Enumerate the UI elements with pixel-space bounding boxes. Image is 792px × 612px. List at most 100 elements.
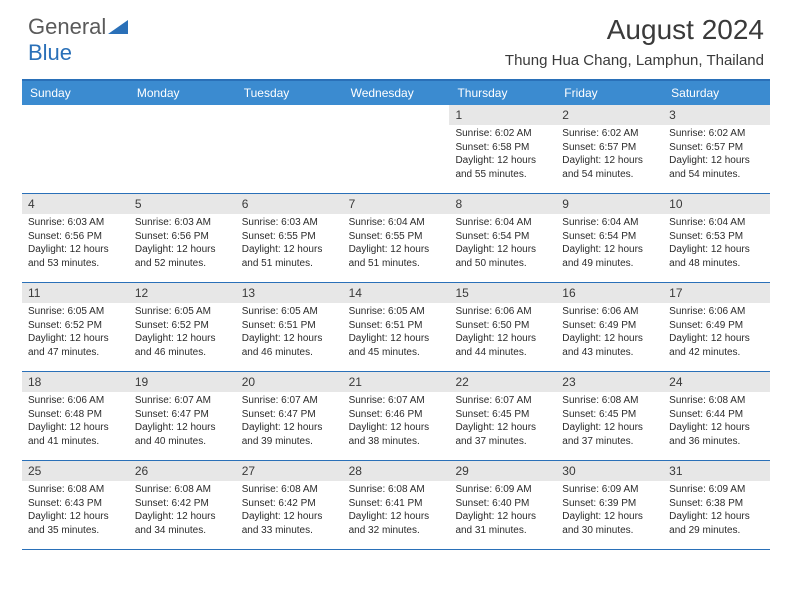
detail-line: Sunset: 6:47 PM [242,408,337,422]
logo-text-1: General [28,14,106,40]
day-cell: 29Sunrise: 6:09 AMSunset: 6:40 PMDayligh… [449,461,556,549]
day-cell: 12Sunrise: 6:05 AMSunset: 6:52 PMDayligh… [129,283,236,371]
day-details: Sunrise: 6:05 AMSunset: 6:51 PMDaylight:… [343,305,450,363]
detail-line: Daylight: 12 hours and 44 minutes. [455,332,550,359]
day-number: 15 [449,283,556,303]
day-number: 8 [449,194,556,214]
detail-line: Daylight: 12 hours and 39 minutes. [242,421,337,448]
day-cell: 28Sunrise: 6:08 AMSunset: 6:41 PMDayligh… [343,461,450,549]
detail-line: Daylight: 12 hours and 47 minutes. [28,332,123,359]
day-cell: 20Sunrise: 6:07 AMSunset: 6:47 PMDayligh… [236,372,343,460]
day-cell: 26Sunrise: 6:08 AMSunset: 6:42 PMDayligh… [129,461,236,549]
day-number: 9 [556,194,663,214]
calendar: Sunday Monday Tuesday Wednesday Thursday… [22,79,770,550]
day-cell: 5Sunrise: 6:03 AMSunset: 6:56 PMDaylight… [129,194,236,282]
detail-line: Daylight: 12 hours and 54 minutes. [562,154,657,181]
detail-line: Daylight: 12 hours and 52 minutes. [135,243,230,270]
detail-line: Sunset: 6:51 PM [242,319,337,333]
day-number: 10 [663,194,770,214]
weeks-container: 1Sunrise: 6:02 AMSunset: 6:58 PMDaylight… [22,105,770,550]
day-cell: 1Sunrise: 6:02 AMSunset: 6:58 PMDaylight… [449,105,556,193]
day-header: Sunday [22,81,129,105]
day-number: 5 [129,194,236,214]
detail-line: Sunset: 6:57 PM [562,141,657,155]
detail-line: Sunset: 6:55 PM [242,230,337,244]
day-cell: 15Sunrise: 6:06 AMSunset: 6:50 PMDayligh… [449,283,556,371]
day-number: 12 [129,283,236,303]
detail-line: Sunrise: 6:04 AM [349,216,444,230]
week-row: 25Sunrise: 6:08 AMSunset: 6:43 PMDayligh… [22,461,770,550]
detail-line: Sunrise: 6:07 AM [135,394,230,408]
day-cell: 7Sunrise: 6:04 AMSunset: 6:55 PMDaylight… [343,194,450,282]
location-text: Thung Hua Chang, Lamphun, Thailand [505,52,764,69]
day-details: Sunrise: 6:05 AMSunset: 6:52 PMDaylight:… [22,305,129,363]
day-details: Sunrise: 6:03 AMSunset: 6:56 PMDaylight:… [22,216,129,274]
detail-line: Sunset: 6:57 PM [669,141,764,155]
day-header: Friday [556,81,663,105]
detail-line: Sunrise: 6:03 AM [242,216,337,230]
day-details: Sunrise: 6:06 AMSunset: 6:49 PMDaylight:… [663,305,770,363]
detail-line: Sunset: 6:52 PM [28,319,123,333]
day-details: Sunrise: 6:02 AMSunset: 6:58 PMDaylight:… [449,127,556,185]
detail-line: Daylight: 12 hours and 30 minutes. [562,510,657,537]
day-header-row: Sunday Monday Tuesday Wednesday Thursday… [22,81,770,105]
detail-line: Sunrise: 6:06 AM [669,305,764,319]
day-details: Sunrise: 6:02 AMSunset: 6:57 PMDaylight:… [663,127,770,185]
detail-line: Daylight: 12 hours and 37 minutes. [455,421,550,448]
day-number: 11 [22,283,129,303]
detail-line: Daylight: 12 hours and 29 minutes. [669,510,764,537]
day-number: 1 [449,105,556,125]
detail-line: Sunrise: 6:03 AM [135,216,230,230]
detail-line: Daylight: 12 hours and 42 minutes. [669,332,764,359]
detail-line: Sunrise: 6:06 AM [28,394,123,408]
detail-line: Sunrise: 6:05 AM [28,305,123,319]
detail-line: Sunset: 6:40 PM [455,497,550,511]
day-details: Sunrise: 6:07 AMSunset: 6:47 PMDaylight:… [236,394,343,452]
detail-line: Sunrise: 6:05 AM [242,305,337,319]
day-cell: 9Sunrise: 6:04 AMSunset: 6:54 PMDaylight… [556,194,663,282]
day-details: Sunrise: 6:03 AMSunset: 6:56 PMDaylight:… [129,216,236,274]
day-details: Sunrise: 6:06 AMSunset: 6:50 PMDaylight:… [449,305,556,363]
detail-line: Sunset: 6:46 PM [349,408,444,422]
day-number: 22 [449,372,556,392]
detail-line: Sunset: 6:44 PM [669,408,764,422]
day-cell [129,105,236,193]
day-number: 17 [663,283,770,303]
detail-line: Sunset: 6:51 PM [349,319,444,333]
detail-line: Daylight: 12 hours and 43 minutes. [562,332,657,359]
detail-line: Sunrise: 6:08 AM [562,394,657,408]
detail-line: Sunrise: 6:05 AM [349,305,444,319]
day-details: Sunrise: 6:08 AMSunset: 6:42 PMDaylight:… [236,483,343,541]
detail-line: Sunset: 6:45 PM [455,408,550,422]
day-cell: 11Sunrise: 6:05 AMSunset: 6:52 PMDayligh… [22,283,129,371]
detail-line: Sunrise: 6:04 AM [455,216,550,230]
day-details: Sunrise: 6:06 AMSunset: 6:49 PMDaylight:… [556,305,663,363]
day-details: Sunrise: 6:04 AMSunset: 6:54 PMDaylight:… [556,216,663,274]
day-details: Sunrise: 6:08 AMSunset: 6:44 PMDaylight:… [663,394,770,452]
detail-line: Daylight: 12 hours and 31 minutes. [455,510,550,537]
detail-line: Sunrise: 6:08 AM [349,483,444,497]
day-details: Sunrise: 6:07 AMSunset: 6:47 PMDaylight:… [129,394,236,452]
day-cell: 23Sunrise: 6:08 AMSunset: 6:45 PMDayligh… [556,372,663,460]
day-header: Wednesday [343,81,450,105]
day-number: 20 [236,372,343,392]
day-number: 26 [129,461,236,481]
day-number: 6 [236,194,343,214]
day-number: 19 [129,372,236,392]
detail-line: Daylight: 12 hours and 32 minutes. [349,510,444,537]
day-details: Sunrise: 6:07 AMSunset: 6:45 PMDaylight:… [449,394,556,452]
day-number: 29 [449,461,556,481]
day-details: Sunrise: 6:09 AMSunset: 6:38 PMDaylight:… [663,483,770,541]
logo-text-2: Blue [28,40,72,66]
detail-line: Sunrise: 6:05 AM [135,305,230,319]
detail-line: Sunrise: 6:03 AM [28,216,123,230]
day-number: 31 [663,461,770,481]
day-details: Sunrise: 6:09 AMSunset: 6:40 PMDaylight:… [449,483,556,541]
month-title: August 2024 [505,14,764,46]
day-cell: 3Sunrise: 6:02 AMSunset: 6:57 PMDaylight… [663,105,770,193]
detail-line: Daylight: 12 hours and 36 minutes. [669,421,764,448]
day-cell: 2Sunrise: 6:02 AMSunset: 6:57 PMDaylight… [556,105,663,193]
day-number: 28 [343,461,450,481]
detail-line: Daylight: 12 hours and 51 minutes. [349,243,444,270]
day-details: Sunrise: 6:06 AMSunset: 6:48 PMDaylight:… [22,394,129,452]
